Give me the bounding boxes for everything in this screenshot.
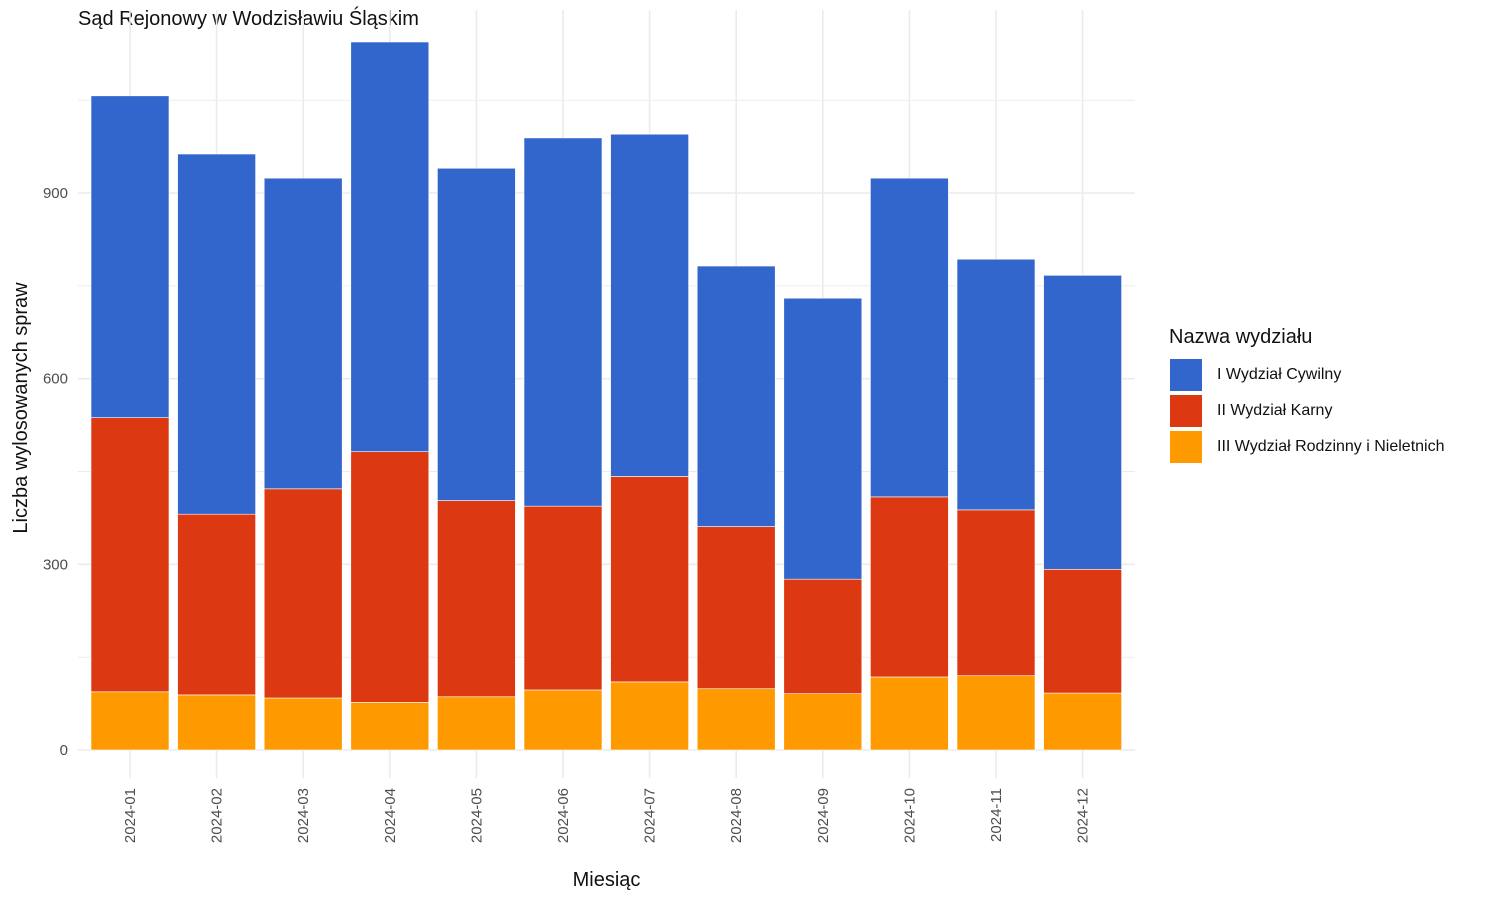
bar-2024-11-series-1 — [956, 509, 1036, 677]
bar-2024-09-series-2 — [783, 297, 863, 580]
x-tick-label: 2024-08 — [728, 788, 745, 843]
bar-2024-06-series-2 — [523, 137, 603, 507]
x-tick-label: 2024-11 — [988, 788, 1005, 842]
bar-2024-10-series-2 — [870, 177, 949, 498]
legend-items: I Wydział Cywilny II Wydział Karny III Wyd… — [1169, 357, 1445, 465]
bar-2024-01-series-1 — [90, 417, 170, 693]
legend-item: II Wydział Karny — [1169, 393, 1445, 429]
bar-2024-10-series-0 — [870, 676, 949, 751]
legend-item: I Wydział Cywilny — [1169, 357, 1445, 393]
bar-2024-12-series-0 — [1043, 692, 1122, 751]
x-tick-label: 2024-06 — [555, 788, 572, 843]
axes: 0 300 600 900 2024-01 2024-02 2024-03 2024-04 20… — [10, 185, 1092, 891]
bar-2024-09-series-1 — [783, 578, 863, 694]
legend-key — [1169, 358, 1203, 392]
bar-2024-03-series-2 — [263, 177, 343, 490]
x-tick-label: 2024-09 — [815, 788, 832, 843]
legend: Nazwa wydziału I Wydział Cywilny II Wydzi… — [1169, 326, 1445, 465]
legend-label: II Wydział Karny — [1217, 402, 1333, 419]
bar-2024-03-series-0 — [263, 697, 343, 751]
bar-2024-07-series-2 — [610, 133, 689, 477]
y-tick-label: 0 — [60, 742, 68, 759]
bar-2024-12-series-1 — [1043, 568, 1122, 694]
x-tick-label: 2024-05 — [468, 788, 485, 843]
bar-2024-07-series-0 — [610, 681, 689, 751]
x-tick-label: 2024-10 — [901, 788, 918, 843]
bar-2024-04-series-1 — [350, 451, 430, 703]
bar-2024-03-series-1 — [263, 488, 343, 699]
bar-2024-01-series-0 — [90, 691, 170, 751]
y-tick-label: 900 — [43, 185, 68, 202]
x-tick-label: 2024-01 — [122, 788, 139, 843]
legend-label: III Wydział Rodzinny i Nieletnich — [1217, 438, 1445, 455]
bar-2024-12-series-2 — [1043, 275, 1122, 570]
bar-2024-02-series-2 — [177, 153, 256, 515]
legend-key — [1169, 394, 1203, 428]
bar-2024-04-series-0 — [350, 702, 430, 751]
bar-2024-10-series-1 — [870, 496, 949, 678]
bar-2024-05-series-0 — [437, 696, 516, 751]
bar-2024-02-series-0 — [177, 694, 256, 751]
x-axis-title: Miesiąc — [573, 869, 641, 891]
chart-title: Sąd Rejonowy w Wodzisławiu Śląskim — [78, 8, 419, 30]
legend-key — [1169, 430, 1203, 464]
bar-2024-07-series-1 — [610, 476, 689, 683]
y-tick-label: 300 — [43, 556, 68, 573]
bar-2024-11-series-2 — [956, 258, 1036, 511]
y-axis-title: Liczba wylosowanych spraw — [10, 282, 32, 534]
bar-2024-05-series-2 — [437, 167, 516, 501]
bar-2024-02-series-1 — [177, 513, 256, 696]
y-tick-label: 600 — [43, 371, 68, 388]
bar-2024-08-series-0 — [696, 688, 776, 751]
legend-item: III Wydział Rodzinny i Nieletnich — [1169, 429, 1445, 465]
x-tick-label: 2024-04 — [382, 788, 399, 843]
bar-2024-06-series-1 — [523, 505, 603, 691]
bar-2024-05-series-1 — [437, 500, 516, 698]
x-tick-label: 2024-12 — [1075, 788, 1092, 843]
bar-2024-04-series-2 — [350, 41, 430, 452]
bar-2024-06-series-0 — [523, 689, 603, 751]
x-tick-label: 2024-03 — [295, 788, 312, 843]
bar-2024-11-series-0 — [956, 675, 1036, 751]
bars — [90, 41, 1122, 751]
legend-title: Nazwa wydziału — [1169, 326, 1313, 348]
bar-2024-09-series-0 — [783, 693, 863, 751]
x-tick-label: 2024-02 — [209, 788, 226, 843]
bar-2024-08-series-2 — [696, 265, 776, 527]
bar-2024-08-series-1 — [696, 526, 776, 690]
bar-2024-01-series-2 — [90, 95, 170, 418]
x-tick-label: 2024-07 — [642, 788, 659, 843]
legend-label: I Wydział Cywilny — [1217, 366, 1342, 383]
